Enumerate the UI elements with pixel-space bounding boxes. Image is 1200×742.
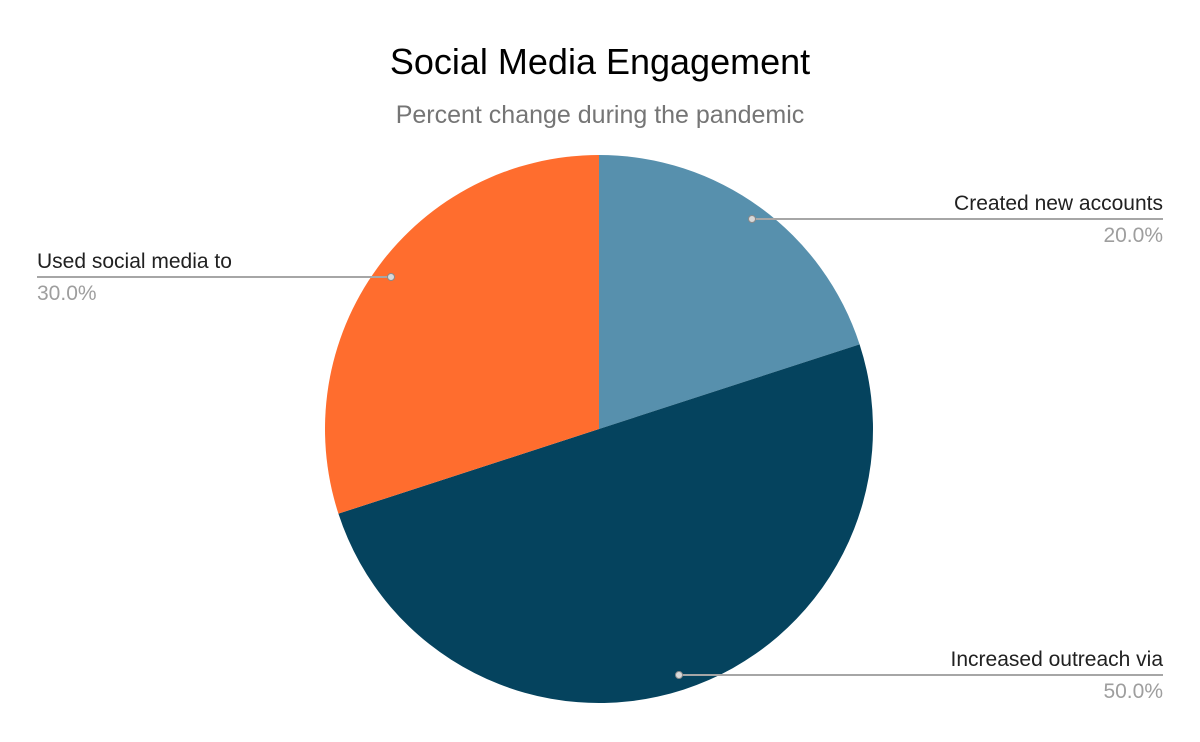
slice-label-created-new-accounts: Created new accounts [954, 192, 1163, 215]
chart-title: Social Media Engagement [389, 41, 811, 82]
callout-leader-line [748, 214, 1163, 223]
slice-value-used-social-media-to: 30.0% [37, 282, 97, 305]
pie-slice-increased-outreach-via [338, 344, 874, 704]
slice-value-increased-outreach-via: 50.0% [1103, 680, 1163, 703]
callout-anchor-dot [748, 214, 756, 223]
slice-label-increased-outreach-via: Increased outreach via [950, 648, 1163, 671]
slice-label-used-social-media-to: Used social media to [37, 250, 232, 273]
callout-leader-line [675, 670, 1163, 679]
chart-subtitle: Percent change during the pandemic [395, 101, 805, 129]
callout-increased-outreach-via: Increased outreach via 50.0% [675, 647, 1163, 705]
callout-anchor-dot [675, 670, 683, 679]
pie-slice-used-social-media-to [324, 155, 599, 514]
callout-used-social-media-to: Used social media to 30.0% [37, 249, 395, 307]
slice-value-created-new-accounts: 20.0% [1103, 224, 1163, 247]
callout-anchor-dot [387, 272, 395, 281]
callout-created-new-accounts: Created new accounts 20.0% [748, 191, 1163, 249]
callout-leader-line [37, 272, 395, 281]
pie-slice-created-new-accounts [599, 155, 860, 429]
